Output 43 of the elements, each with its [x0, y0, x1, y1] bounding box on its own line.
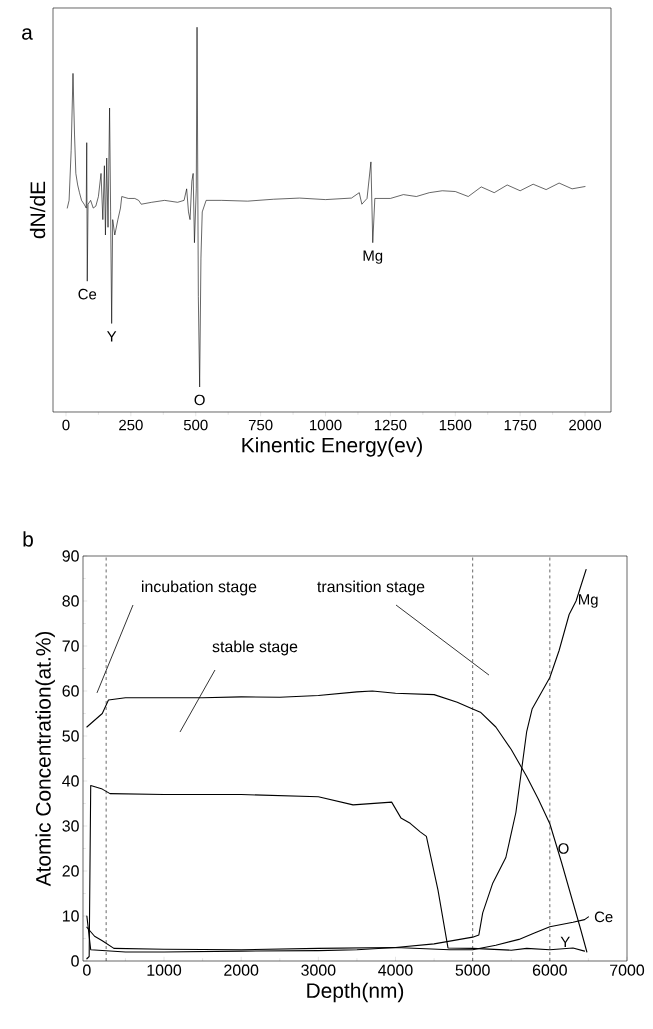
annotation: O	[558, 843, 569, 854]
x-tick-label: 3000	[301, 964, 336, 976]
x-tick-label: 0	[83, 964, 91, 976]
y-tick-label: 60	[62, 685, 79, 697]
y-tick-label: 40	[62, 775, 79, 787]
x-tick-label: 250	[119, 419, 143, 431]
x-tick-label: 2000	[569, 419, 602, 431]
y-tick-label: 20	[62, 865, 79, 877]
x-tick-label: 1250	[374, 419, 407, 431]
x-tick-label: 6000	[532, 964, 567, 976]
annotation: Ce	[594, 911, 613, 923]
x-tick-label: 1000	[310, 419, 342, 431]
chart-title: a	[22, 28, 33, 40]
y-tick-label: 50	[62, 730, 79, 742]
y-tick-label: 10	[62, 910, 79, 922]
annotation: O	[194, 394, 205, 406]
x-tick-label: 7000	[610, 964, 645, 976]
y-axis-title: Atomic Concentration(at.%)	[35, 631, 55, 887]
annotation: Mg	[363, 250, 383, 264]
y-tick-label: 0	[71, 955, 79, 967]
y-tick-label: 70	[62, 640, 79, 652]
x-axis-title: Depth(nm)	[307, 982, 404, 1003]
x-tick-label: 1000	[147, 964, 182, 976]
chart-title: b	[23, 531, 33, 547]
x-tick-label: 4000	[378, 964, 413, 976]
x-tick-label: 750	[248, 419, 273, 431]
y-tick-label: 80	[62, 595, 79, 607]
annotation: stable stage	[212, 640, 298, 656]
y-tick-label: 90	[62, 550, 79, 562]
x-tick-label: 5000	[455, 964, 490, 976]
x-tick-label: 1500	[439, 419, 472, 431]
x-tick-label: 1750	[504, 419, 537, 431]
annotation: Mg	[578, 594, 598, 608]
annotation: transition stage	[317, 580, 425, 596]
annotation: Ce	[78, 288, 97, 300]
x-tick-label: 500	[183, 419, 208, 431]
x-tick-label: 2000	[224, 964, 259, 976]
y-axis-title: dN/dE	[29, 181, 46, 239]
y-tick-label: 30	[62, 820, 79, 832]
annotation: Y	[560, 936, 570, 948]
annotation: incubation stage	[141, 580, 257, 596]
x-axis-title: Kinentic Energy(ev)	[242, 437, 422, 457]
annotation: Y	[107, 331, 117, 342]
